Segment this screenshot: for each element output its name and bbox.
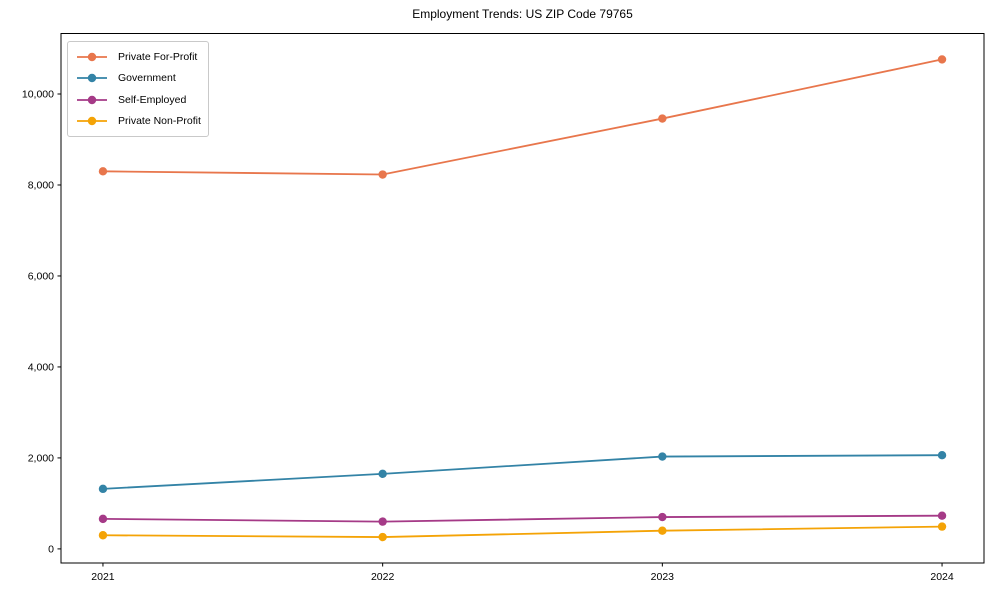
legend-label: Self-Employed: [118, 93, 187, 106]
legend: Private For-Profit Government Self-Employe…: [67, 41, 209, 137]
x-axis-tick-label: 2023: [651, 571, 675, 583]
series-line-self-employed: [102, 514, 943, 523]
legend-label: Private Non-Profit: [118, 115, 201, 128]
legend-marker-icon: [77, 52, 107, 61]
y-axis-tick-label: 8,000: [28, 180, 54, 192]
y-axis-tick-label: 4,000: [28, 362, 54, 374]
data-point-private-for-profit: [937, 55, 947, 64]
legend-marker-icon: [77, 117, 107, 126]
plot-frame: [60, 33, 985, 564]
data-point-self-employed: [98, 514, 108, 524]
data-point-private-for-profit: [98, 167, 108, 176]
legend-label: Government: [118, 72, 176, 85]
data-point-self-employed: [378, 517, 387, 526]
x-axis-tick-label: 2021: [91, 571, 115, 583]
y-axis-tick-label: 6,000: [28, 271, 54, 283]
data-point-private-non-profit: [658, 526, 667, 535]
chart-title: Employment Trends: US ZIP Code 79765: [412, 7, 633, 21]
legend-marker-icon: [77, 74, 107, 83]
data-point-government: [937, 450, 947, 460]
legend-marker-icon: [77, 95, 107, 104]
legend-item: Private Non-Profit: [75, 111, 201, 133]
legend-label: Private For-Profit: [118, 50, 198, 63]
series-line-private-non-profit: [102, 525, 943, 538]
data-point-private-non-profit: [98, 531, 108, 540]
legend-item: Self-Employed: [75, 89, 200, 111]
data-point-government: [98, 484, 108, 494]
data-point-government: [658, 452, 667, 461]
data-point-private-non-profit: [937, 522, 947, 531]
data-point-private-for-profit: [658, 114, 667, 123]
series-line-government: [102, 454, 943, 490]
y-axis-tick-label: 2,000: [28, 453, 54, 465]
y-axis-tick-label: 0: [48, 544, 54, 556]
series-line-private-for-profit: [102, 58, 943, 176]
data-point-private-for-profit: [378, 170, 387, 179]
x-axis-tick-label: 2024: [930, 571, 954, 583]
legend-item: Private For-Profit: [75, 46, 200, 68]
data-point-private-non-profit: [378, 532, 387, 542]
data-point-self-employed: [658, 512, 667, 522]
data-point-government: [378, 469, 387, 479]
x-axis-tick-label: 2022: [371, 571, 395, 583]
y-axis-tick-label: 10,000: [22, 89, 54, 101]
data-point-self-employed: [937, 511, 947, 520]
legend-item: Government: [75, 68, 200, 90]
